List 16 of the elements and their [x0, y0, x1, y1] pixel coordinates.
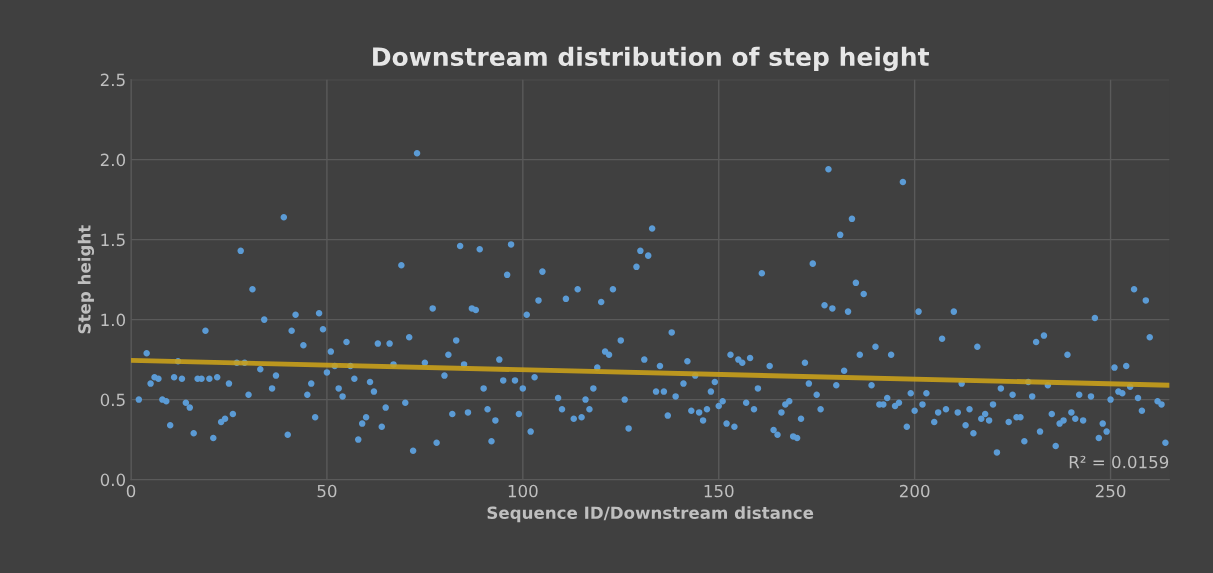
x-tick-label: 0 [126, 484, 136, 498]
y-axis-title: Step height [77, 225, 95, 334]
y-tick-label: 0.5 [100, 393, 125, 407]
chart-title: Downstream distribution of step height [373, 46, 929, 72]
y-tick-label: 2.0 [100, 153, 126, 167]
y-tick-label: 1.5 [101, 233, 125, 247]
x-tick-label: 100 [508, 484, 538, 498]
y-tick-label: 2.5 [100, 73, 125, 87]
x-tick-label: 200 [899, 484, 930, 498]
y-tick-label: 0.0 [100, 473, 126, 487]
x-tick-label: 50 [317, 484, 337, 498]
x-axis-title: Sequence ID/Downstream distance [487, 506, 814, 523]
annotation: R² = 0.0159 [1069, 455, 1169, 469]
x-tick-label: 150 [704, 484, 734, 498]
y-tick-label: 1.0 [101, 313, 126, 327]
x-tick-label: 250 [1095, 484, 1126, 498]
